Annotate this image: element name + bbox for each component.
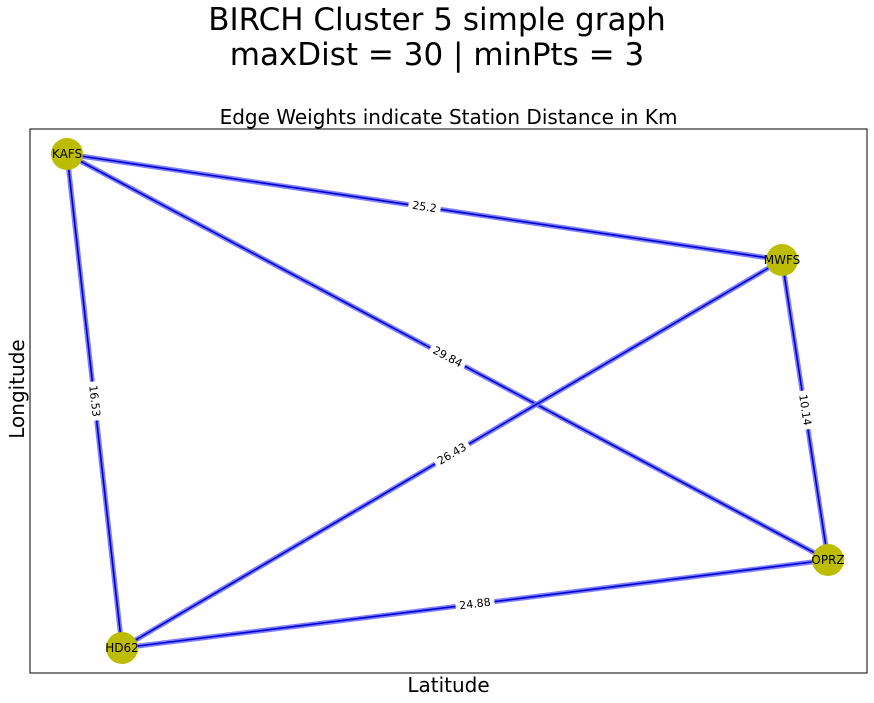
edge-weight-label: 26.43: [432, 439, 472, 469]
edge-weight-text: 16.53: [86, 385, 102, 418]
edge-weight-label: 10.14: [795, 390, 815, 430]
x-axis-label: Latitude: [407, 673, 490, 697]
plot-frame: [29, 128, 868, 674]
node-marker: [812, 544, 844, 576]
node-marker: [106, 632, 138, 664]
edge-weight-text: 10.14: [796, 393, 814, 426]
edges-layer: [64, 151, 831, 651]
edge-weight-text: 24.88: [459, 596, 492, 613]
node-oprz: OPRZ: [811, 544, 845, 576]
edge-weight-text: 25.2: [411, 199, 437, 215]
edge-weight-label: 29.84: [428, 342, 467, 372]
edge-weight-text: 29.84: [431, 344, 465, 370]
nodes-layer: KAFS MWFS OPRZ HD62: [51, 138, 845, 664]
figure-suptitle-line1: BIRCH Cluster 5 simple graph: [208, 2, 666, 38]
edge-weight-label: 25.2: [407, 198, 442, 216]
y-axis-label: Longitude: [5, 339, 29, 439]
node-label: MWFS: [764, 253, 801, 267]
edge-labels-layer: 25.2 29.84 16.53 10.14 26.43 24.88: [85, 198, 815, 614]
node-label: KAFS: [52, 147, 82, 161]
node-label: HD62: [105, 641, 139, 655]
figure-suptitle-line2: maxDist = 30 | minPts = 3: [229, 37, 645, 73]
node-marker: [766, 244, 798, 276]
axes-title: Edge Weights indicate Station Distance i…: [219, 105, 678, 129]
node-marker: [51, 138, 83, 170]
node-mwfs: MWFS: [764, 244, 801, 276]
edge-weight-label: 16.53: [85, 381, 104, 421]
edge-weight-text: 26.43: [435, 440, 469, 467]
node-label: OPRZ: [811, 553, 844, 567]
edge-weight-label: 24.88: [455, 594, 495, 614]
node-kafs: KAFS: [51, 138, 83, 170]
node-hd62: HD62: [105, 632, 139, 664]
